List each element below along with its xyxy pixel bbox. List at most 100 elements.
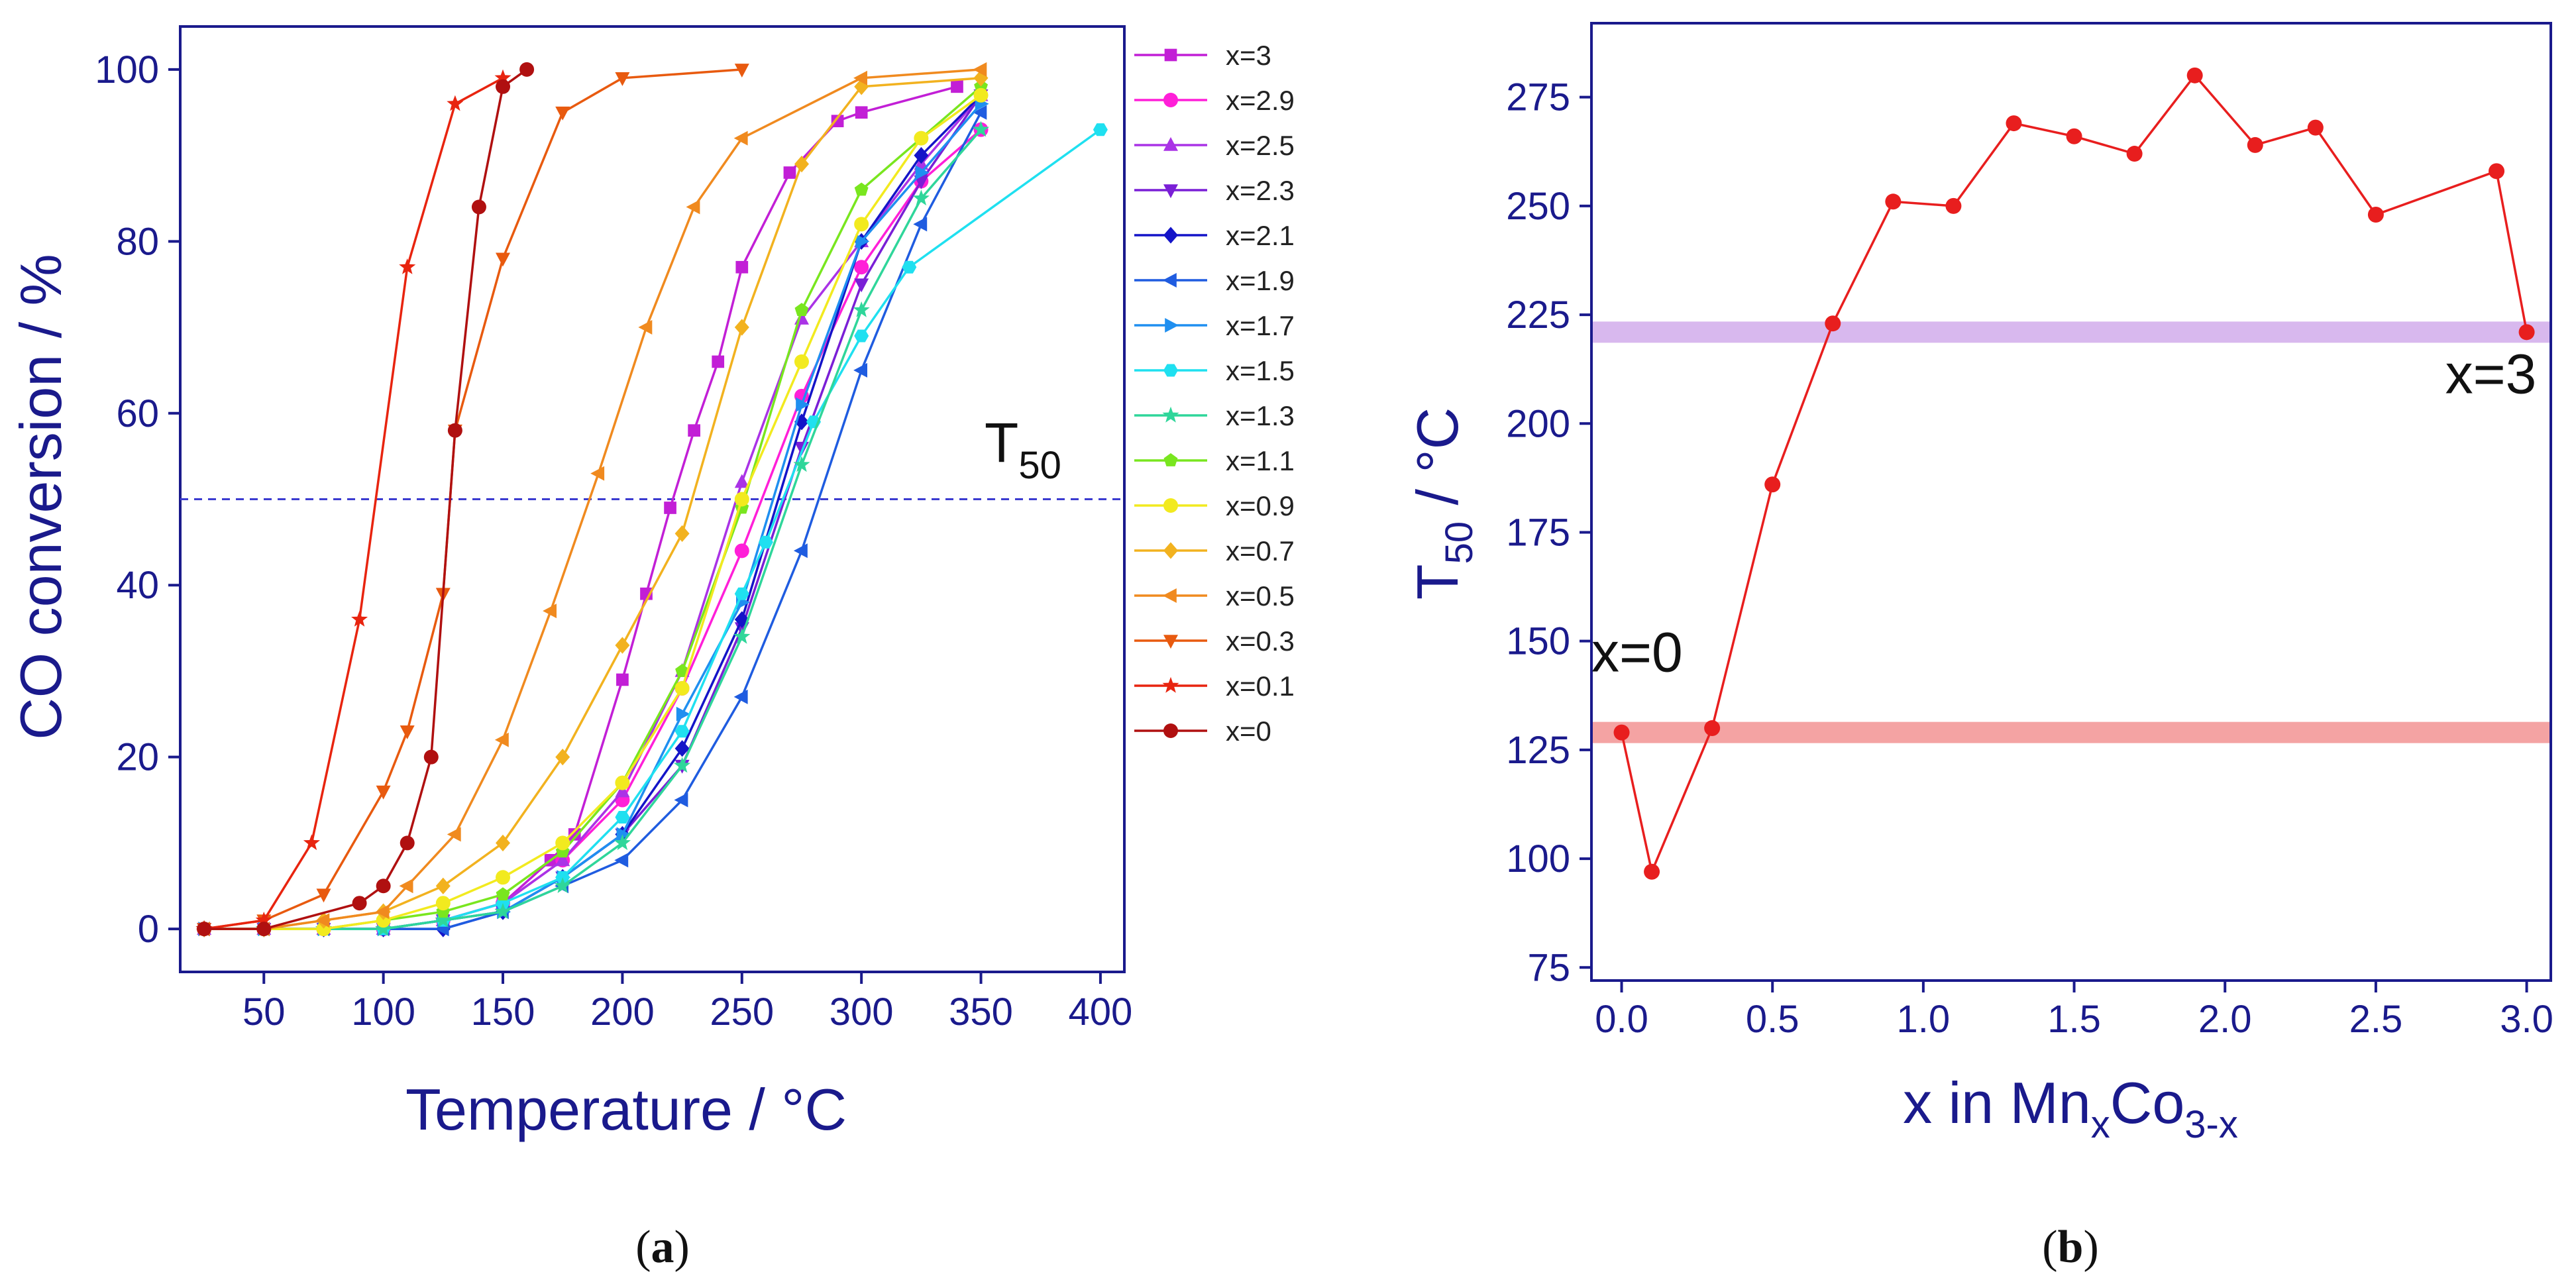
legend-label: x=2.1	[1226, 220, 1295, 251]
legend-marker	[1163, 364, 1178, 377]
legend-label: x=2.5	[1226, 130, 1295, 161]
legend-marker	[1163, 136, 1178, 151]
y-tick-label: 150	[1506, 620, 1570, 663]
data-point	[400, 835, 415, 851]
data-point	[973, 121, 990, 137]
data-point	[855, 106, 868, 119]
data-point	[435, 896, 451, 911]
plot-b-y-axis-title: T50 / °C	[1405, 407, 1481, 600]
data-point	[793, 543, 808, 559]
legend-label: x=1.7	[1226, 310, 1295, 341]
data-point	[303, 834, 320, 851]
series-line	[204, 68, 528, 930]
legend-item: x=0.3	[1134, 625, 1295, 657]
y-tick-label: 40	[116, 564, 159, 607]
series-T50	[1613, 67, 2535, 880]
data-point	[674, 525, 690, 542]
t50-label: T50	[985, 411, 1061, 487]
x-tick-label: 350	[949, 990, 1013, 1034]
x-tick-label: 0.0	[1595, 998, 1648, 1041]
legend-item: x=1.9	[1134, 265, 1295, 296]
x-tick-label: 1.5	[2047, 998, 2101, 1041]
legend-item: x=3	[1134, 40, 1271, 71]
data-point	[1644, 863, 1660, 880]
data-point	[712, 355, 725, 368]
legend-item: x=1.5	[1134, 355, 1295, 386]
x-tick-label: 0.5	[1746, 998, 1799, 1041]
caption-a: (a)	[635, 1222, 690, 1273]
data-point	[554, 877, 571, 893]
data-point	[853, 301, 870, 317]
data-point	[794, 303, 809, 316]
data-point	[447, 827, 461, 842]
data-point	[674, 757, 691, 773]
legend-item: x=0	[1134, 716, 1271, 747]
data-point	[375, 904, 390, 920]
x-tick-label: 150	[471, 990, 535, 1034]
data-point	[734, 587, 749, 600]
x-tick-label: 2.0	[2198, 998, 2252, 1041]
data-point	[555, 749, 570, 766]
legend-marker	[1163, 184, 1178, 199]
plot-a-series	[195, 62, 1108, 937]
data-point	[853, 362, 867, 378]
data-point	[519, 62, 535, 77]
data-point	[2126, 146, 2143, 162]
data-point	[973, 62, 987, 77]
series-x=0	[197, 62, 535, 937]
data-point	[496, 870, 511, 885]
legend-label: x=1.3	[1226, 400, 1295, 431]
data-point	[494, 69, 511, 85]
series-x=0.7	[197, 70, 989, 937]
series-line	[1620, 74, 2528, 876]
data-point	[255, 912, 272, 928]
data-point	[854, 182, 869, 196]
data-point	[435, 877, 451, 894]
x-tick-label: 3.0	[2500, 998, 2553, 1041]
legend-item: x=2.3	[1134, 175, 1295, 206]
data-point	[912, 189, 930, 206]
data-point	[674, 740, 690, 757]
legend-marker	[1163, 93, 1178, 107]
y-tick-label: 60	[116, 392, 159, 435]
data-point	[2247, 136, 2263, 153]
data-point	[555, 835, 570, 851]
data-point	[494, 903, 511, 919]
plot-b-series	[1613, 67, 2535, 880]
series-line	[204, 129, 1101, 930]
data-point	[1704, 720, 1721, 737]
data-point	[496, 834, 510, 852]
data-point	[2307, 119, 2324, 136]
data-point	[734, 64, 749, 78]
data-point	[615, 72, 630, 86]
data-point	[913, 217, 928, 232]
legend-item: x=2.9	[1134, 85, 1295, 116]
data-point	[853, 70, 867, 85]
data-point	[399, 879, 413, 894]
data-point	[543, 604, 557, 619]
data-point	[734, 474, 749, 488]
y-tick-label: 125	[1506, 729, 1570, 772]
data-point	[616, 827, 631, 842]
data-point	[915, 165, 930, 180]
data-point	[590, 466, 605, 481]
data-point	[315, 913, 330, 928]
legend-marker	[1163, 498, 1178, 513]
data-point	[447, 423, 462, 438]
data-point	[435, 912, 452, 928]
data-point	[400, 725, 415, 739]
series-x=1.5	[197, 123, 1108, 935]
data-point	[2066, 128, 2082, 144]
data-point	[447, 95, 464, 111]
data-point	[376, 879, 391, 894]
data-point	[734, 492, 749, 507]
plot-b-bands	[1591, 321, 2551, 743]
data-point	[676, 706, 690, 721]
y-tick-label: 75	[1527, 946, 1570, 989]
data-point	[2186, 67, 2203, 83]
legend-item: x=1.7	[1134, 310, 1295, 341]
data-point	[615, 775, 630, 790]
series-line	[204, 85, 957, 930]
legend-marker	[1163, 542, 1178, 559]
